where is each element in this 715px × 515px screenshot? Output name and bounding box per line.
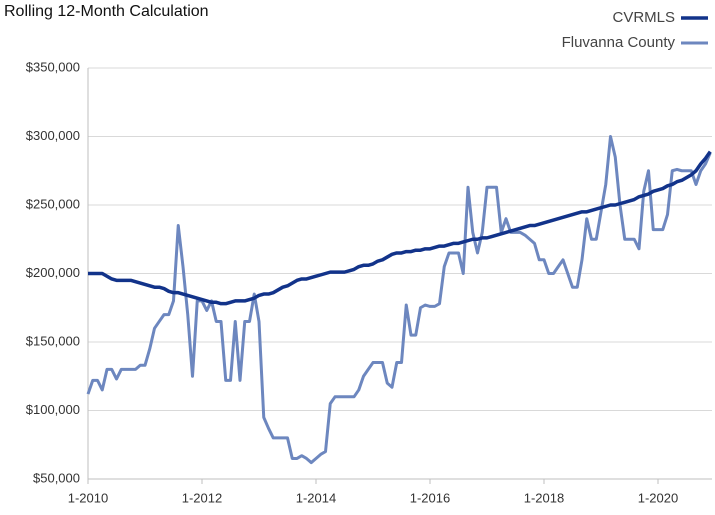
series-line: [88, 150, 712, 306]
legend-label: Fluvanna County: [562, 34, 676, 51]
y-tick-label: $300,000: [26, 128, 80, 143]
x-tick-label: 1-2012: [182, 490, 222, 505]
y-tick-label: $250,000: [26, 196, 80, 211]
chart-title: Rolling 12-Month Calculation: [4, 3, 209, 20]
x-tick-label: 1-2010: [68, 490, 108, 505]
x-tick-label: 1-2014: [296, 490, 336, 505]
y-tick-label: $200,000: [26, 265, 80, 280]
y-tick-label: $150,000: [26, 333, 80, 348]
x-tick-label: 1-2020: [638, 490, 678, 505]
y-tick-label: $50,000: [33, 470, 80, 485]
x-tick-label: 1-2018: [524, 490, 564, 505]
x-tick-label: 1-2016: [410, 490, 450, 505]
y-tick-label: $100,000: [26, 402, 80, 417]
series-line: [86, 135, 712, 465]
y-tick-label: $350,000: [26, 59, 80, 74]
legend-label: CVRMLS: [612, 9, 675, 26]
